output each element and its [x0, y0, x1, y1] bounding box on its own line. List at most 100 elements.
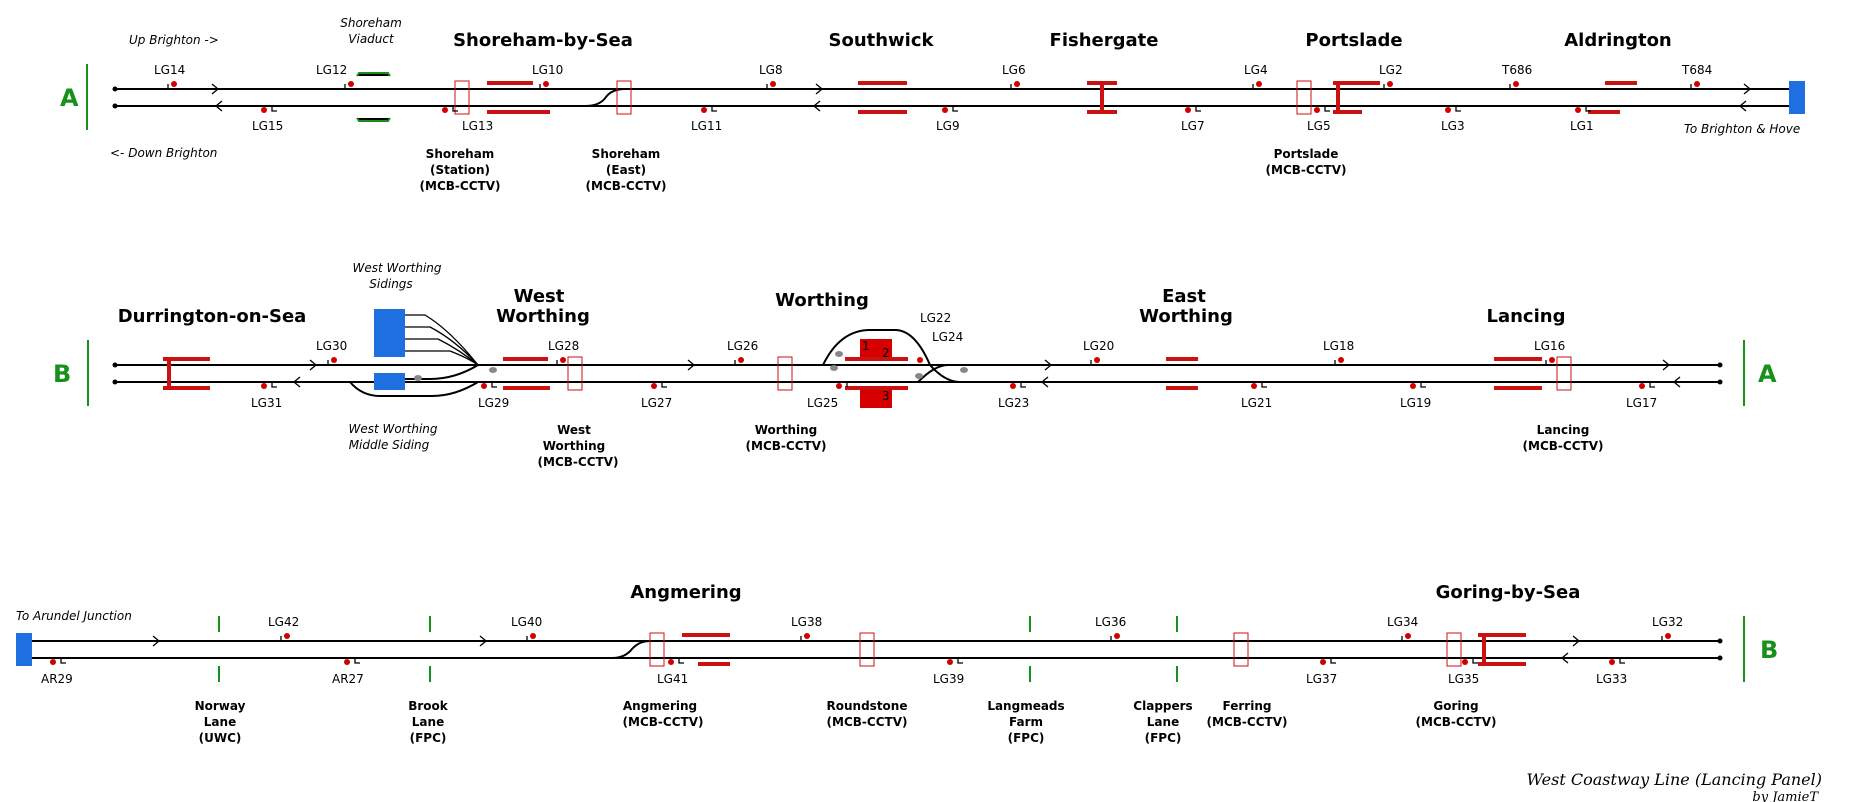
box-langmeads-farm: Langmeads Farm (FPC) [987, 699, 1064, 745]
svg-text:Lane: Lane [1147, 715, 1179, 729]
signal-lg36: LG36 [1095, 615, 1126, 629]
svg-text:Ferring: Ferring [1223, 699, 1272, 713]
svg-text:Sidings: Sidings [369, 277, 412, 291]
signal-lg31: LG31 [251, 396, 282, 410]
station-fishergate: Fishergate [1050, 30, 1159, 51]
section-a: A [60, 16, 1805, 193]
svg-text:Worthing: Worthing [496, 306, 590, 327]
signal-lg9: LG9 [936, 119, 960, 133]
station-shoreham-by-sea: Shoreham-by-Sea [453, 30, 633, 51]
signal-lg40: LG40 [511, 615, 542, 629]
svg-text:Clappers: Clappers [1133, 699, 1192, 713]
svg-text:(MCB-CCTV): (MCB-CCTV) [1207, 715, 1288, 729]
svg-text:Lancing: Lancing [1537, 423, 1590, 437]
signal-lg37: LG37 [1306, 672, 1337, 686]
signal-lg42: LG42 [268, 615, 299, 629]
annotation-up-brighton: Up Brighton -> [129, 33, 219, 47]
svg-text:(East): (East) [606, 163, 646, 177]
terminal-block-brighton [1789, 81, 1805, 114]
svg-text:Portslade: Portslade [1274, 147, 1339, 161]
crossover-shoreham [584, 88, 626, 107]
box-lancing: Lancing (MCB-CCTV) [1523, 423, 1604, 453]
svg-text:(MCB-CCTV): (MCB-CCTV) [586, 179, 667, 193]
svg-text:Lane: Lane [204, 715, 236, 729]
section-label-a: A [60, 84, 79, 112]
box-west-worthing: West Worthing (MCB-CCTV) [538, 423, 619, 469]
terminal-block-arundel [16, 633, 32, 666]
section-label-b-right: B [1760, 636, 1778, 664]
box-roundstone: Roundstone (MCB-CCTV) [827, 699, 908, 729]
svg-text:(Station): (Station) [430, 163, 490, 177]
signal-lg7: LG7 [1181, 119, 1205, 133]
svg-text:(MCB-CCTV): (MCB-CCTV) [420, 179, 501, 193]
svg-text:Middle Siding: Middle Siding [349, 438, 430, 452]
signal-lg24: LG24 [932, 330, 963, 344]
svg-text:Worthing: Worthing [1139, 306, 1233, 327]
signal-lg11: LG11 [691, 119, 722, 133]
annotation-ww-middle-siding: West Worthing [348, 422, 437, 436]
svg-text:2: 2 [882, 346, 890, 360]
svg-text:Shoreham: Shoreham [592, 147, 661, 161]
signal-lg22: LG22 [920, 311, 951, 325]
signal-lg15: LG15 [252, 119, 283, 133]
signal-lg21: LG21 [1241, 396, 1272, 410]
svg-text:(MCB-CCTV): (MCB-CCTV) [1266, 163, 1347, 177]
signal-lg38: LG38 [791, 615, 822, 629]
west-worthing-sidings [374, 309, 405, 357]
svg-text:(MCB-CCTV): (MCB-CCTV) [623, 715, 704, 729]
signal-t684: T684 [1681, 63, 1712, 77]
worthing-platform-3 [860, 388, 892, 408]
station-aldrington: Aldrington [1564, 30, 1672, 51]
svg-text:(MCB-CCTV): (MCB-CCTV) [1416, 715, 1497, 729]
box-goring: Goring (MCB-CCTV) [1416, 699, 1497, 729]
box-angmering: Angmering (MCB-CCTV) [623, 699, 704, 729]
signal-lg35: LG35 [1448, 672, 1479, 686]
svg-text:Angmering: Angmering [623, 699, 697, 713]
svg-text:(MCB-CCTV): (MCB-CCTV) [746, 439, 827, 453]
signal-lg1: LG1 [1570, 119, 1594, 133]
svg-text:Langmeads: Langmeads [987, 699, 1064, 713]
svg-text:(MCB-CCTV): (MCB-CCTV) [827, 715, 908, 729]
signal-lg6: LG6 [1002, 63, 1026, 77]
station-portslade: Portslade [1305, 30, 1402, 51]
svg-text:Lane: Lane [412, 715, 444, 729]
signal-lg12: LG12 [316, 63, 347, 77]
station-east-worthing: East [1162, 286, 1206, 307]
signal-lg19: LG19 [1400, 396, 1431, 410]
signal-lg28: LG28 [548, 339, 579, 353]
annotation-ww-sidings: West Worthing [352, 261, 441, 275]
diagram-author: by JamieT [1752, 790, 1819, 802]
svg-text:(UWC): (UWC) [199, 731, 242, 745]
svg-text:Brook: Brook [408, 699, 449, 713]
station-southwick: Southwick [828, 30, 934, 51]
svg-text:Worthing: Worthing [755, 423, 818, 437]
signal-lg25: LG25 [807, 396, 838, 410]
svg-text:Goring: Goring [1433, 699, 1478, 713]
diagram-title: West Coastway Line (Lancing Panel) [1527, 770, 1823, 789]
signal-lg32: LG32 [1652, 615, 1683, 629]
signal-lg18: LG18 [1323, 339, 1354, 353]
box-worthing: Worthing (MCB-CCTV) [746, 423, 827, 453]
svg-text:(FPC): (FPC) [1145, 731, 1182, 745]
station-west-worthing: West [514, 286, 565, 307]
svg-text:(MCB-CCTV): (MCB-CCTV) [1523, 439, 1604, 453]
signal-lg23: LG23 [998, 396, 1029, 410]
box-brook-lane: Brook Lane (FPC) [408, 699, 449, 745]
svg-text:Roundstone: Roundstone [827, 699, 908, 713]
section-label-a-right: A [1758, 360, 1777, 388]
signal-t686: T686 [1501, 63, 1532, 77]
signal-lg2: LG2 [1379, 63, 1403, 77]
box-portslade: Portslade (MCB-CCTV) [1266, 147, 1347, 177]
signal-lg39: LG39 [933, 672, 964, 686]
signal-lg4: LG4 [1244, 63, 1268, 77]
signal-lg14: LG14 [154, 63, 185, 77]
signal-lg41: LG41 [657, 672, 688, 686]
svg-text:Worthing: Worthing [543, 439, 606, 453]
signal-lg20: LG20 [1083, 339, 1114, 353]
box-shoreham-station: Shoreham (Station) (MCB-CCTV) [420, 147, 501, 193]
signal-lg10: LG10 [532, 63, 563, 77]
signal-lg3: LG3 [1441, 119, 1465, 133]
signal-lg30: LG30 [316, 339, 347, 353]
box-shoreham-east: Shoreham (East) (MCB-CCTV) [586, 147, 667, 193]
